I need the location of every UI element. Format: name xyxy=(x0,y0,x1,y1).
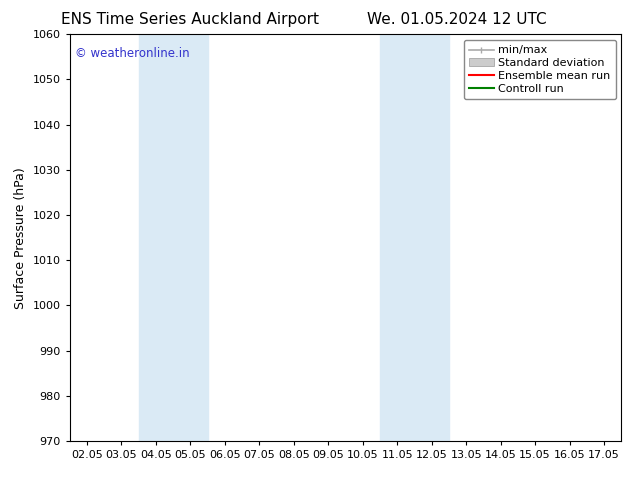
Bar xyxy=(380,34,449,441)
Text: ENS Time Series Auckland Airport: ENS Time Series Auckland Airport xyxy=(61,12,319,27)
Text: © weatheronline.in: © weatheronline.in xyxy=(75,47,190,59)
Y-axis label: Surface Pressure (hPa): Surface Pressure (hPa) xyxy=(14,167,27,309)
Text: We. 01.05.2024 12 UTC: We. 01.05.2024 12 UTC xyxy=(366,12,547,27)
Bar xyxy=(139,34,207,441)
Legend: min/max, Standard deviation, Ensemble mean run, Controll run: min/max, Standard deviation, Ensemble me… xyxy=(463,40,616,99)
